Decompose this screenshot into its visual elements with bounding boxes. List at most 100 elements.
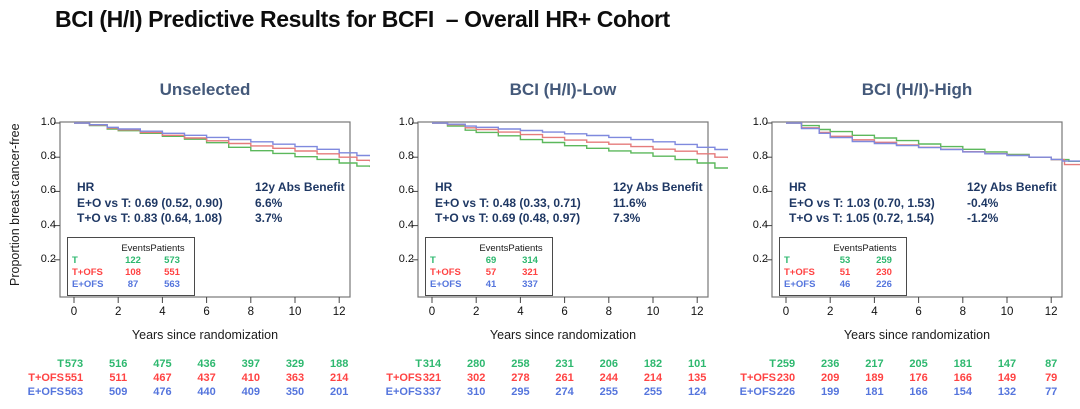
risk-count: 337: [422, 386, 442, 398]
events-count: 122: [125, 255, 141, 266]
events-row-label: T: [430, 255, 436, 266]
benefit-header: 12y Abs Benefit: [967, 180, 1057, 194]
risk-count: 181: [953, 358, 972, 370]
risk-count: 573: [64, 358, 84, 370]
hr-line: T+O vs T: 0.69 (0.48, 0.97): [435, 211, 581, 226]
risk-count: 176: [909, 372, 928, 384]
benefit-value: 7.3%: [613, 211, 641, 226]
risk-count: 516: [109, 358, 128, 370]
x-tick-label: 10: [646, 306, 660, 318]
events-table: EventsPatients T 69 314 T+OFS 57 321 E+OFS 41 337: [425, 237, 553, 296]
risk-count: 437: [197, 372, 216, 384]
risk-count: 149: [997, 372, 1017, 384]
hr-annotation: HR 12y Abs Benefit E+O vs T: 0.69 (0.52, 0…: [77, 180, 347, 227]
y-tick-label: 0.8: [40, 150, 56, 163]
x-axis-title: Years since randomization: [131, 328, 279, 342]
km-plot: [54, 121, 370, 303]
y-tick-label: 0.4: [40, 218, 56, 231]
x-tick-label: 12: [690, 306, 704, 318]
risk-count: 135: [688, 372, 707, 384]
x-tick-label: 10: [288, 306, 302, 318]
y-tick-label: 0.4: [752, 218, 768, 231]
events-header: Events: [121, 243, 151, 254]
risk-count: 189: [865, 372, 884, 384]
x-tick-label: 8: [959, 306, 966, 318]
events-count: 51: [839, 267, 851, 278]
y-tick-label: 0.4: [398, 218, 414, 231]
events-count: 69: [485, 255, 497, 266]
risk-count: 280: [467, 358, 486, 370]
hr-line: E+O vs T: 1.03 (0.70, 1.53): [789, 195, 935, 210]
y-tick-label: 1.0: [752, 116, 768, 128]
events-table-header: EventsPatients: [472, 243, 550, 255]
risk-row-label: T+OFS: [28, 372, 64, 384]
x-tick-label: 10: [1000, 306, 1014, 318]
events-row-label: E+OFS: [72, 279, 104, 290]
x-tick-label: 6: [203, 306, 210, 318]
events-row-label: T+OFS: [72, 267, 103, 278]
panel-title: Unselected: [159, 80, 251, 99]
risk-count: 244: [599, 372, 618, 384]
km-curve-E+OFS: [74, 122, 370, 157]
x-tick-label: 6: [561, 306, 568, 318]
risk-row-label: T: [415, 358, 422, 370]
hr-header: HR: [77, 180, 95, 194]
events-table-header: EventsPatients: [114, 243, 192, 255]
risk-count: 509: [109, 386, 128, 398]
risk-count: 209: [821, 372, 840, 384]
benefit-value: 6.6%: [255, 195, 283, 210]
panel-title: BCI (H/I)-High: [861, 80, 973, 99]
risk-count: 236: [821, 358, 840, 370]
patients-count: 226: [876, 279, 892, 290]
risk-count: 397: [241, 358, 260, 370]
risk-count: 274: [555, 386, 574, 398]
patients-count: 230: [876, 267, 892, 278]
panel-bci-high: BCI (H/I)-High 1.0 0.8 0.6 0.4 0.2 0 2 4 6 8 10 12 HR…: [740, 80, 1080, 409]
risk-row-label: E+OFS: [385, 386, 422, 398]
events-row-label: E+OFS: [784, 279, 816, 290]
benefit-header: 12y Abs Benefit: [613, 180, 703, 194]
km-curve-E+OFS: [786, 122, 1080, 162]
risk-count: 440: [197, 386, 216, 398]
benefit-value: 11.6%: [613, 195, 647, 210]
risk-count: 206: [599, 358, 618, 370]
x-tick-label: 12: [1044, 306, 1058, 318]
hr-line: T+O vs T: 0.83 (0.64, 1.08): [77, 211, 223, 226]
hr-header: HR: [435, 180, 453, 194]
risk-count: 409: [241, 386, 260, 398]
benefit-value: -1.2%: [967, 211, 999, 226]
page-title: BCI (H/I) Predictive Results for BCFI – …: [55, 6, 670, 32]
risk-count: 188: [330, 358, 349, 370]
events-count: 108: [125, 267, 141, 278]
risk-count: 199: [821, 386, 840, 398]
risk-count: 101: [688, 358, 707, 370]
risk-count: 201: [330, 386, 349, 398]
risk-count: 410: [241, 372, 260, 384]
risk-count: 255: [643, 386, 663, 398]
risk-count: 154: [953, 386, 972, 398]
risk-count: 563: [64, 386, 84, 398]
risk-row-label: T: [57, 358, 64, 370]
events-row-label: T+OFS: [784, 267, 815, 278]
km-curve-E+OFS: [432, 122, 728, 151]
risk-count: 230: [776, 372, 796, 384]
patients-header: Patients: [150, 243, 185, 254]
patients-count: 337: [522, 279, 538, 290]
risk-count: 321: [422, 372, 442, 384]
x-tick-label: 8: [247, 306, 254, 318]
hr-line: E+O vs T: 0.69 (0.52, 0.90): [77, 195, 223, 210]
events-row-label: T+OFS: [430, 267, 461, 278]
events-count: 53: [839, 255, 851, 266]
risk-count: 350: [285, 386, 305, 398]
risk-row-label: T+OFS: [740, 372, 776, 384]
risk-count: 205: [909, 358, 928, 370]
y-tick-label: 0.2: [40, 252, 56, 265]
events-row-label: T: [72, 255, 78, 266]
events-header: Events: [479, 243, 509, 254]
risk-count: 79: [1045, 372, 1058, 384]
risk-count: 302: [467, 372, 486, 384]
events-row-label: E+OFS: [430, 279, 462, 290]
panel-bci-low: BCI (H/I)-Low 1.0 0.8 0.6 0.4 0.2 0 2 4 6 8 10 12 HR 1…: [386, 80, 728, 409]
risk-count: 132: [997, 386, 1017, 398]
